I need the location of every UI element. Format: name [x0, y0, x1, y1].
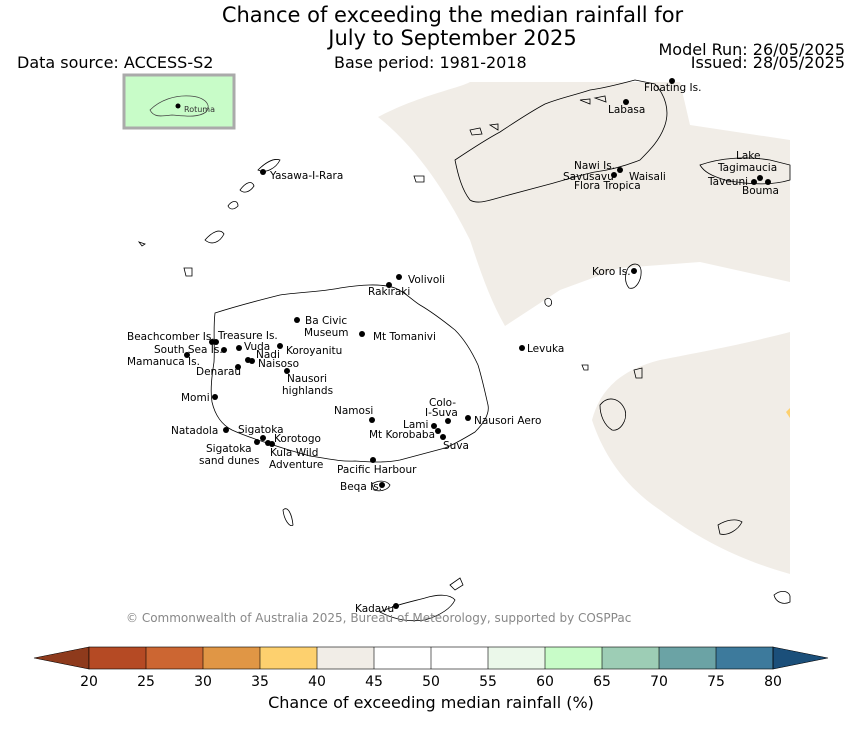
colorbar-tick-label: 75 [707, 674, 725, 690]
place-label: South Sea Is. [154, 344, 223, 356]
place-label: Naisoso [258, 358, 299, 370]
colorbar-swatch [716, 647, 773, 669]
place-label: Nausori [287, 373, 327, 385]
island-ovalau [544, 297, 552, 307]
island-beqa [371, 480, 391, 492]
map-title-line2: July to September 2025 [328, 26, 577, 50]
place-label: Ba Civic [305, 315, 347, 327]
colorbar-tick-label: 80 [764, 674, 782, 690]
place-markers [184, 78, 771, 609]
colorbar-swatch [431, 647, 488, 669]
colorbar-swatch [146, 647, 203, 669]
map-title-line1: Chance of exceeding the median rainfall … [221, 3, 684, 27]
place-label: Koroyanitu [286, 345, 342, 357]
colorbar-under-arrow [33, 646, 90, 670]
place-label: Floating Is. [644, 82, 701, 94]
rotuma-inset: Rotuma [122, 73, 236, 130]
colorbar-swatch [317, 647, 374, 669]
place-label: Mamanuca Is. [127, 356, 200, 368]
colorbar-ticks: 20 25 30 35 40 45 50 55 60 65 70 75 80 [80, 674, 782, 690]
place-label: Flora Tropica [574, 180, 641, 192]
colorbar-tick-label: 30 [194, 674, 212, 690]
place-label: Koro Is. [592, 266, 631, 278]
colorbar-swatch [89, 647, 146, 669]
colorbar-swatch [659, 647, 716, 669]
colorbar-over-arrow [772, 646, 829, 670]
place-label: Adventure [269, 459, 323, 471]
place-label: Nawi Is. [574, 160, 615, 172]
place-label: highlands [282, 385, 333, 397]
place-label: I-Suva [425, 407, 458, 419]
place-label: Sigatoka [206, 443, 252, 455]
colorbar-label: Chance of exceeding median rainfall (%) [268, 693, 594, 712]
place-label: Waisali [629, 171, 666, 183]
place-label: Lami [403, 419, 428, 431]
place-label: Labasa [608, 104, 645, 116]
island-yasawa [204, 159, 281, 244]
place-label: Yasawa-I-Rara [269, 170, 343, 182]
place-label: Pacific Harbour [337, 464, 417, 476]
rotuma-label: Rotuma [184, 105, 215, 114]
place-label: Colo- [429, 397, 456, 409]
place-label: sand dunes [199, 455, 259, 467]
colorbar-tick-label: 35 [251, 674, 269, 690]
colorbar-swatch [545, 647, 602, 669]
probability-shading-35-40 [786, 408, 790, 418]
place-label: Lake [736, 150, 760, 162]
place-label: Bouma [742, 185, 779, 197]
colorbar-swatch [203, 647, 260, 669]
place-label: Mt Tomanivi [373, 331, 436, 343]
place-label: Nadi [256, 349, 280, 361]
place-label: Kadavu [355, 603, 394, 615]
colorbar-tick-label: 70 [650, 674, 668, 690]
place-label: Momi [181, 392, 210, 404]
island-vanua-levu [454, 79, 668, 203]
place-label: Tagimaucia [717, 162, 777, 174]
colorbar-tick-label: 60 [536, 674, 554, 690]
place-label: Mt Korobaba [369, 429, 435, 441]
place-label: Savusavu [563, 171, 614, 183]
model-run-label: Model Run: 26/05/2025 [658, 40, 846, 59]
colorbar-tick-label: 25 [137, 674, 155, 690]
place-label: Beachcomber Is. [127, 331, 215, 343]
place-label: Korotogo [274, 433, 321, 445]
colorbar-swatch [602, 647, 659, 669]
place-label: Levuka [527, 343, 564, 355]
colorbar-swatch [374, 647, 431, 669]
data-source-label: Data source: ACCESS-S2 [17, 53, 214, 72]
colorbar-swatch [488, 647, 545, 669]
colorbar-tick-label: 65 [593, 674, 611, 690]
place-label: Beqa Is. [340, 481, 382, 493]
island-koro [625, 263, 642, 289]
colorbar-tick-label: 20 [80, 674, 98, 690]
place-label: Treasure Is. [217, 330, 278, 342]
place-label: Kula Wild [270, 447, 318, 459]
probability-shading [378, 82, 790, 574]
colorbar-tick-label: 45 [365, 674, 383, 690]
colorbar-tick-label: 55 [479, 674, 497, 690]
place-label: Namosi [334, 405, 373, 417]
place-label: Nausori Aero [474, 415, 541, 427]
place-label: Suva [443, 440, 469, 452]
place-label: Rakiraki [368, 286, 410, 298]
place-label: Taveuni [707, 176, 748, 188]
place-label: Volivoli [408, 274, 445, 286]
place-labels: Floating Is. Labasa Yasawa-I-Rara Nawi I… [127, 82, 779, 615]
place-label: Denarau [196, 366, 241, 378]
colorbar-tick-label: 40 [308, 674, 326, 690]
place-label: Sigatoka [238, 424, 284, 436]
colorbar-tick-label: 50 [422, 674, 440, 690]
place-label: Museum [304, 327, 349, 339]
island-viti-levu [210, 284, 489, 463]
place-label: Vuda [244, 341, 270, 353]
base-period-label: Base period: 1981-2018 [334, 53, 527, 72]
colorbar-swatch [260, 647, 317, 669]
coastlines [137, 79, 791, 622]
island-kadavu [379, 594, 456, 622]
place-label: Natadola [171, 425, 218, 437]
copyright-notice: © Commonwealth of Australia 2025, Bureau… [126, 611, 632, 625]
colorbar [33, 646, 829, 670]
issued-label: Issued: 28/05/2025 [690, 53, 845, 72]
